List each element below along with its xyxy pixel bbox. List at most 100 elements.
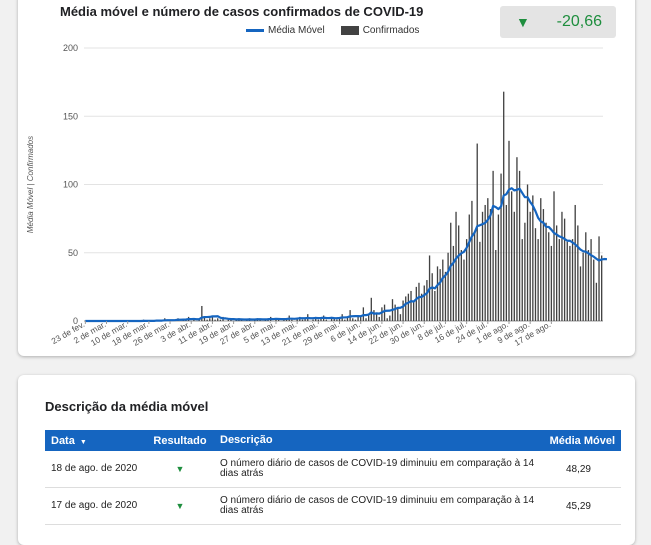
legend-label-confirmed: Confirmados bbox=[362, 25, 420, 36]
bar-confirmed bbox=[317, 319, 320, 321]
y-tick-label: 0 bbox=[73, 316, 78, 326]
legend-line-swatch bbox=[246, 29, 264, 32]
bar-confirmed bbox=[558, 239, 560, 321]
bar-confirmed bbox=[524, 222, 526, 321]
bar-confirmed bbox=[585, 232, 587, 321]
bar-confirmed bbox=[405, 296, 407, 321]
bar-confirmed bbox=[217, 318, 219, 321]
bar-confirmed bbox=[463, 259, 465, 321]
bar-confirmed bbox=[587, 250, 590, 321]
bar-confirmed bbox=[375, 312, 378, 321]
bar-confirmed bbox=[413, 301, 415, 321]
bar-confirmed bbox=[370, 297, 372, 321]
bar-confirmed bbox=[577, 225, 579, 321]
bar-confirmed bbox=[219, 319, 222, 321]
moving-average-table: Data ▼ Resultado Descrição Média Móvel 18… bbox=[45, 430, 621, 525]
bar-confirmed bbox=[439, 269, 441, 321]
bar-confirmed bbox=[354, 319, 357, 321]
bar-confirmed bbox=[529, 211, 531, 321]
sort-desc-icon[interactable]: ▼ bbox=[79, 438, 87, 446]
bar-confirmed bbox=[563, 218, 566, 321]
trend-down-icon: ▼ bbox=[175, 501, 185, 511]
chart-card: Média móvel e número de casos confirmado… bbox=[18, 0, 635, 356]
bar-confirmed bbox=[346, 316, 349, 321]
header-date[interactable]: Data ▼ bbox=[51, 434, 87, 447]
y-tick-label: 100 bbox=[63, 180, 78, 190]
bar-confirmed bbox=[465, 239, 468, 321]
bar-confirmed bbox=[601, 255, 603, 321]
chart-legend[interactable]: Média Móvel Confirmados bbox=[246, 25, 419, 36]
bar-confirmed bbox=[492, 170, 494, 321]
y-axis-label: Média Móvel | Confirmados bbox=[26, 136, 35, 233]
bar-confirmed bbox=[201, 305, 203, 321]
bar-confirmed bbox=[389, 315, 391, 321]
bar-confirmed bbox=[415, 286, 417, 321]
bar-confirmed bbox=[206, 319, 208, 321]
bar-confirmed bbox=[333, 318, 335, 321]
down-arrow-icon: ▼ bbox=[516, 14, 530, 30]
bar-confirmed bbox=[394, 304, 396, 321]
bar-confirmed bbox=[487, 198, 489, 321]
bar-confirmed bbox=[325, 319, 327, 321]
bar-confirmed bbox=[420, 293, 423, 321]
bar-confirmed bbox=[582, 252, 584, 321]
bar-confirmed bbox=[407, 293, 410, 321]
bar-confirmed bbox=[574, 204, 576, 321]
bar-confirmed bbox=[537, 239, 539, 321]
bar-confirmed bbox=[444, 271, 447, 321]
bar-confirmed bbox=[203, 316, 206, 321]
bar-confirmed bbox=[598, 236, 600, 321]
bar-confirmed bbox=[452, 245, 455, 321]
table-title: Descrição da média móvel bbox=[45, 399, 209, 414]
header-result[interactable]: Resultado bbox=[153, 434, 207, 447]
cell-moving-average: 48,29 bbox=[565, 463, 591, 475]
bar-confirmed bbox=[434, 290, 436, 321]
bar-confirmed bbox=[338, 318, 341, 321]
bar-confirmed bbox=[521, 239, 523, 321]
bar-confirmed bbox=[418, 282, 420, 321]
bar-confirmed bbox=[352, 318, 354, 321]
header-moving-average[interactable]: Média Móvel bbox=[549, 434, 615, 447]
bar-confirmed bbox=[360, 316, 362, 321]
bar-confirmed bbox=[555, 225, 558, 321]
bar-confirmed bbox=[320, 318, 322, 321]
bar-confirmed bbox=[312, 319, 314, 321]
bar-confirmed bbox=[518, 170, 521, 321]
table-row[interactable]: 18 de ago. de 2020 ▼ O número diário de … bbox=[45, 451, 621, 488]
bar-confirmed bbox=[277, 319, 280, 321]
bar-confirmed bbox=[383, 304, 386, 321]
bar-confirmed bbox=[503, 91, 505, 322]
bar-confirmed bbox=[410, 290, 412, 321]
bar-confirmed bbox=[476, 143, 478, 321]
bar-confirmed bbox=[500, 173, 502, 321]
bar-confirmed bbox=[397, 308, 399, 321]
kpi-scorecard: ▼ -20,66 bbox=[500, 6, 616, 38]
bar-confirmed bbox=[423, 285, 425, 321]
bar-confirmed bbox=[553, 191, 555, 321]
bar-confirmed bbox=[513, 211, 515, 321]
cell-description: O número diário de casos de COVID-19 dim… bbox=[220, 458, 535, 479]
bar-confirmed bbox=[571, 239, 574, 321]
bar-confirmed bbox=[227, 319, 229, 321]
y-tick-label: 50 bbox=[68, 248, 78, 258]
table-row[interactable]: 17 de ago. de 2020 ▼ O número diário de … bbox=[45, 488, 621, 525]
bar-confirmed bbox=[402, 300, 404, 321]
bar-confirmed bbox=[516, 157, 518, 321]
bar-confirmed bbox=[497, 214, 500, 321]
bar-confirmed bbox=[447, 252, 449, 321]
header-description[interactable]: Descrição bbox=[220, 434, 273, 446]
legend-bar-swatch bbox=[340, 26, 359, 35]
table-card: Descrição da média móvel Data ▼ Resultado… bbox=[18, 375, 635, 545]
table-header-row: Data ▼ Resultado Descrição Média Móvel bbox=[45, 430, 621, 451]
bar-confirmed bbox=[431, 273, 433, 321]
bar-confirmed bbox=[373, 310, 375, 321]
bar-confirmed bbox=[378, 316, 380, 321]
legend-label-moving-average: Média Móvel bbox=[268, 25, 325, 36]
bar-confirmed bbox=[365, 318, 367, 321]
bar-confirmed bbox=[304, 318, 306, 321]
bar-confirmed bbox=[301, 319, 304, 321]
bar-confirmed bbox=[471, 200, 473, 321]
kpi-value: -20,66 bbox=[556, 13, 602, 30]
bar-confirmed bbox=[508, 140, 510, 321]
